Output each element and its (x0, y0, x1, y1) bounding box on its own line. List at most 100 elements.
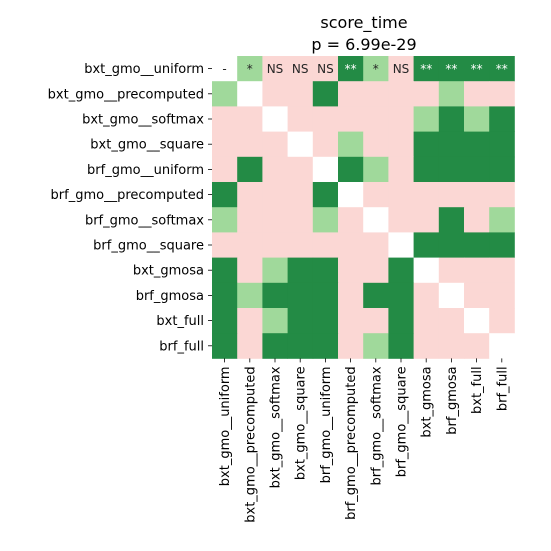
x-tick-label: bxt_gmo__precomputed (243, 366, 258, 522)
heatmap-cell (388, 56, 414, 82)
heatmap-cell (338, 282, 364, 309)
heatmap-cell (212, 282, 238, 309)
heatmap-cell (363, 182, 389, 208)
heatmap-cell (388, 257, 414, 284)
heatmap-cell (212, 333, 238, 359)
heatmap-cell (338, 56, 364, 82)
heatmap-cell (489, 182, 515, 208)
heatmap-cell (338, 232, 364, 258)
heatmap-cell (312, 207, 339, 233)
heatmap-cell (363, 232, 389, 258)
heatmap-cell (388, 106, 414, 132)
heatmap-cell (212, 182, 238, 208)
heatmap-cell (287, 308, 314, 334)
heatmap-cell (438, 282, 465, 309)
heatmap-cell (489, 81, 515, 107)
heatmap-cell (338, 257, 364, 284)
heatmap-cell (464, 232, 490, 258)
heatmap-cell (438, 207, 465, 233)
cell-annotation: ** (471, 62, 483, 76)
heatmap-cell (212, 308, 238, 334)
heatmap-cell (237, 308, 263, 334)
heatmap-cell (287, 81, 314, 107)
heatmap-cell (388, 131, 414, 158)
cell-annotation: ** (345, 62, 357, 76)
heatmap-cell (312, 131, 339, 158)
heatmap-cell (338, 333, 364, 359)
cell-annotation: * (247, 62, 253, 76)
heatmap-cell (413, 207, 440, 233)
heatmap-cell (489, 207, 515, 233)
x-tick-label: brf_gmo__precomputed (344, 366, 359, 519)
chart-subtitle: p = 6.99e-29 (311, 35, 416, 54)
heatmap-cell (489, 257, 515, 284)
heatmap-cell (489, 106, 515, 132)
heatmap-cell (212, 56, 238, 82)
heatmap-cell (464, 81, 490, 107)
heatmap-cell (262, 282, 288, 309)
heatmap-cell (312, 232, 339, 258)
heatmap-cell (262, 207, 288, 233)
heatmap-cell (312, 81, 339, 107)
heatmap-cell (489, 56, 515, 82)
heatmap-cell (237, 156, 263, 183)
heatmap-cell (287, 333, 314, 359)
heatmap-cells (212, 56, 515, 359)
heatmap-cell (287, 56, 314, 82)
heatmap-cell (438, 56, 465, 82)
cell-annotation: ** (445, 62, 457, 76)
heatmap-cell (237, 182, 263, 208)
heatmap-cell (262, 131, 288, 158)
heatmap-cell (413, 106, 440, 132)
heatmap-cell (262, 156, 288, 183)
heatmap-cell (413, 131, 440, 158)
heatmap-cell (363, 56, 389, 82)
heatmap-cell (464, 56, 490, 82)
heatmap-cell (262, 232, 288, 258)
x-axis-tick-labels: bxt_gmo__uniform bxt_gmo__precomputed bxt_… (218, 358, 510, 523)
heatmap-cell (363, 156, 389, 183)
heatmap-cell (212, 232, 238, 258)
heatmap-cell (312, 257, 339, 284)
heatmap-cell (338, 308, 364, 334)
x-tick-label: bxt_gmo__softmax (269, 366, 284, 488)
heatmap-cell (388, 81, 414, 107)
heatmap-cell (312, 156, 339, 183)
heatmap-cell (312, 56, 339, 82)
heatmap-cell (287, 106, 314, 132)
heatmap-cell (363, 207, 389, 233)
heatmap-cell (237, 282, 263, 309)
heatmap-cell (338, 81, 364, 107)
heatmap-cell (413, 333, 440, 359)
heatmap-cell (438, 257, 465, 284)
heatmap-cell (363, 282, 389, 309)
y-tick-label: bxt_gmosa (133, 264, 204, 279)
heatmap-cell (262, 81, 288, 107)
heatmap-cell (312, 106, 339, 132)
heatmap-cell (363, 106, 389, 132)
heatmap-cell (413, 81, 440, 107)
heatmap-cell (489, 131, 515, 158)
y-tick-label: bxt_gmo__softmax (82, 113, 204, 128)
x-tick-label: brf_gmo__softmax (369, 366, 384, 485)
heatmap-cell (388, 282, 414, 309)
heatmap-cell (413, 156, 440, 183)
x-tick-label: brf_gmo__uniform (319, 366, 334, 483)
heatmap-cell (262, 333, 288, 359)
heatmap-cell (287, 156, 314, 183)
heatmap-cell (388, 156, 414, 183)
y-tick-label: brf_gmo__softmax (85, 213, 204, 228)
cell-annotation: NS (317, 62, 334, 76)
heatmap-cell (413, 282, 440, 309)
heatmap-cell (438, 81, 465, 107)
heatmap-cell (438, 308, 465, 334)
heatmap-cell (363, 308, 389, 334)
heatmap-cell (262, 56, 288, 82)
heatmap-cell (237, 56, 263, 82)
heatmap-cell (287, 257, 314, 284)
heatmap-cell (464, 257, 490, 284)
heatmap-cell (287, 282, 314, 309)
heatmap-cell (212, 131, 238, 158)
heatmap-cell (438, 131, 465, 158)
